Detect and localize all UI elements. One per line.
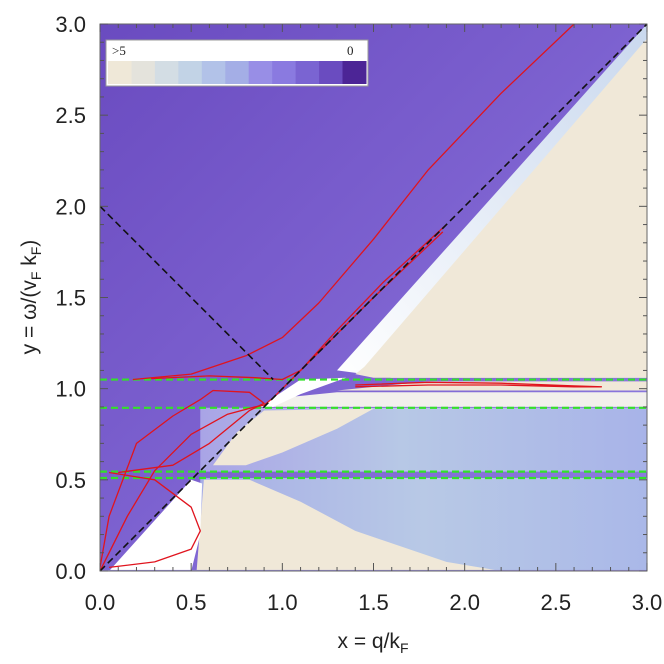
legend-swatch	[248, 61, 273, 84]
legend-right-label: 0	[347, 43, 354, 58]
heatmap-beige-mid	[337, 381, 647, 391]
legend-swatch	[319, 61, 344, 84]
heatmap-beige-upper	[355, 38, 647, 378]
y-tick-label: 1.0	[55, 377, 86, 402]
legend-swatch	[178, 61, 203, 84]
x-tick-label: 1.0	[267, 590, 298, 615]
legend-swatch	[108, 61, 132, 84]
x-tick-label: 0.0	[85, 590, 116, 615]
legend-swatch	[342, 61, 367, 84]
y-axis-title: y = ω/(vF kF)	[18, 240, 44, 355]
x-tick-label: 2.5	[541, 590, 572, 615]
heatmap-light-strip	[264, 392, 647, 407]
y-tick-label: 1.5	[55, 286, 86, 311]
y-tick-label: 0.0	[55, 559, 86, 584]
colorbar-legend: >5 0	[105, 39, 369, 87]
red-curve-inner-branch	[108, 471, 201, 569]
black-dashed-line-0	[100, 24, 647, 571]
legend-swatch	[154, 61, 179, 84]
legend-swatch	[295, 61, 320, 84]
x-tick-label: 0.5	[176, 590, 207, 615]
y-tick-label: 2.0	[55, 194, 86, 219]
x-tick-label: 1.5	[358, 590, 389, 615]
legend-left-label: >5	[112, 43, 126, 58]
legend-swatch	[225, 61, 250, 84]
heatmap-beige-lower	[213, 408, 374, 466]
heatmap-white-crossing	[260, 377, 347, 407]
red-curve-upper-branch	[132, 24, 575, 381]
y-tick-label: 2.5	[55, 103, 86, 128]
legend-swatch	[201, 61, 226, 84]
red-curve-loop-branch	[100, 389, 265, 568]
curves-layer	[100, 24, 647, 571]
heatmap-white-wedge	[109, 479, 203, 571]
y-tick-label: 0.5	[55, 468, 86, 493]
red-curve-right-loop	[355, 381, 603, 388]
x-axis-title: x = q/kF	[337, 630, 408, 656]
legend-swatch	[272, 61, 297, 84]
x-tick-label: 3.0	[632, 590, 663, 615]
black-dashed-line-1	[100, 205, 274, 381]
red-curve-lower-branch	[151, 224, 447, 381]
legend-swatch	[131, 61, 156, 84]
y-tick-label: 3.0	[55, 12, 86, 37]
heatmap-beige-bottom	[196, 479, 502, 571]
x-tick-label: 2.0	[449, 590, 480, 615]
